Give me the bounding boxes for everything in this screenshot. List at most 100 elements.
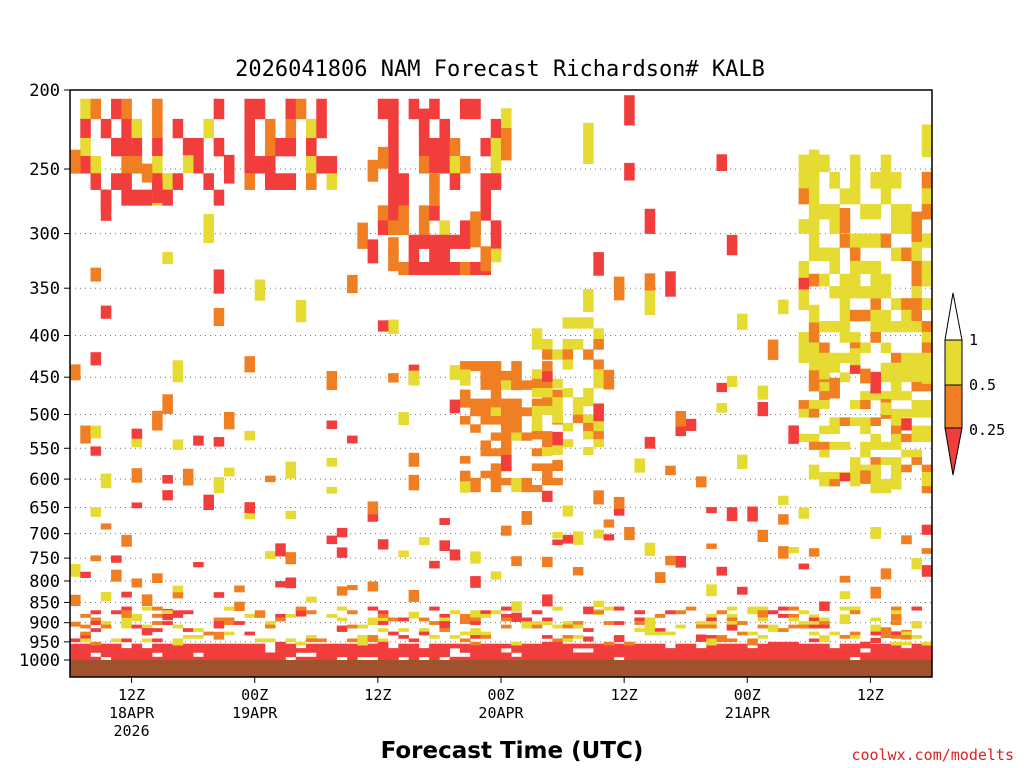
ri-cell <box>213 643 225 649</box>
ri-cell <box>901 309 912 322</box>
ri-cell <box>490 477 502 486</box>
ri-cell <box>860 391 871 401</box>
ri-cell <box>306 643 317 649</box>
ri-cell <box>213 592 225 598</box>
ri-cell <box>90 507 102 517</box>
ri-cell <box>901 464 912 473</box>
ri-cell <box>182 648 194 653</box>
y-tick-label: 900 <box>29 614 60 634</box>
ri-cell <box>767 624 779 629</box>
ri-cell <box>377 146 389 169</box>
ri-cell <box>264 118 276 139</box>
ri-cell <box>890 321 902 333</box>
ri-cell <box>234 621 245 625</box>
ri-cell <box>480 361 492 372</box>
ri-cell <box>593 328 604 340</box>
ri-cell <box>449 261 461 276</box>
ri-cell <box>890 631 902 636</box>
ri-cell <box>254 643 266 649</box>
ri-cell <box>429 621 440 625</box>
ri-cell <box>470 643 481 649</box>
ri-cell <box>542 648 553 653</box>
ri-cell <box>377 610 389 615</box>
ri-cell <box>347 638 358 643</box>
ri-cell <box>254 98 266 120</box>
ri-cell <box>285 648 297 653</box>
ri-cell <box>388 631 399 636</box>
ri-cell <box>726 606 738 611</box>
ri-cell <box>511 381 522 391</box>
ri-cell <box>131 438 143 448</box>
ri-cell <box>778 299 789 315</box>
ri-cell <box>121 610 132 615</box>
ri-cell <box>644 288 656 315</box>
ri-cell <box>459 631 471 636</box>
ri-cell <box>798 433 810 443</box>
ri-cell <box>531 431 543 440</box>
ri-cell <box>521 484 533 493</box>
ri-cell <box>552 648 563 653</box>
ri-cell <box>480 407 492 417</box>
ri-cell <box>880 171 892 189</box>
ri-cell <box>880 391 892 401</box>
ri-cell <box>439 156 450 174</box>
ri-cell <box>193 435 204 446</box>
ri-cell <box>223 631 235 636</box>
ri-cell <box>223 643 235 649</box>
ri-cell <box>131 468 143 483</box>
ri-cell <box>388 118 399 139</box>
ri-cell <box>470 648 481 653</box>
y-tick-label: 650 <box>29 498 60 518</box>
ri-cell <box>921 652 933 658</box>
ri-cell <box>388 248 399 272</box>
ri-cell <box>562 422 574 432</box>
ri-cell <box>470 628 481 632</box>
ri-cell <box>613 508 625 516</box>
ri-cell <box>552 397 563 407</box>
ri-cell <box>839 372 851 383</box>
y-tick-label: 200 <box>29 81 60 101</box>
x-axis-label: Forecast Time (UTC) <box>381 738 644 764</box>
ri-cell <box>583 388 594 398</box>
ri-cell <box>778 606 789 611</box>
ri-cell <box>490 370 502 381</box>
ri-cell <box>890 408 902 418</box>
ri-cell <box>80 137 91 157</box>
ri-cell <box>111 137 122 157</box>
ri-cell <box>347 656 358 662</box>
ri-cell <box>244 137 256 157</box>
ri-cell <box>921 433 933 443</box>
ri-cell <box>152 621 163 625</box>
ri-cell <box>819 359 830 380</box>
ri-cell <box>111 569 122 582</box>
ri-cell <box>583 610 594 615</box>
ri-cell <box>829 417 840 426</box>
ri-cell <box>244 502 256 514</box>
ri-cell <box>860 643 871 649</box>
ri-cell <box>911 652 923 658</box>
ri-cell <box>849 635 861 639</box>
ri-cell <box>819 471 830 480</box>
ri-cell <box>480 398 492 408</box>
ri-cell <box>829 425 840 435</box>
ri-cell <box>377 320 389 332</box>
ri-cell <box>808 331 820 343</box>
ri-cell <box>131 189 143 206</box>
ri-cell <box>583 656 594 662</box>
ri-cell <box>880 342 892 354</box>
ri-cell <box>685 656 697 662</box>
ri-cell <box>798 656 810 662</box>
ri-cell <box>501 613 512 618</box>
ri-cell <box>418 617 430 622</box>
ri-cell <box>439 137 450 157</box>
ri-cell <box>511 601 522 612</box>
ri-cell <box>778 643 789 649</box>
ri-cell <box>306 596 317 603</box>
ri-cell <box>531 378 543 389</box>
ri-cell <box>778 628 789 632</box>
ri-cell <box>695 648 707 653</box>
ri-cell <box>880 286 892 299</box>
ri-cell <box>275 656 286 662</box>
ri-cell <box>100 621 112 625</box>
ri-cell <box>521 620 533 629</box>
